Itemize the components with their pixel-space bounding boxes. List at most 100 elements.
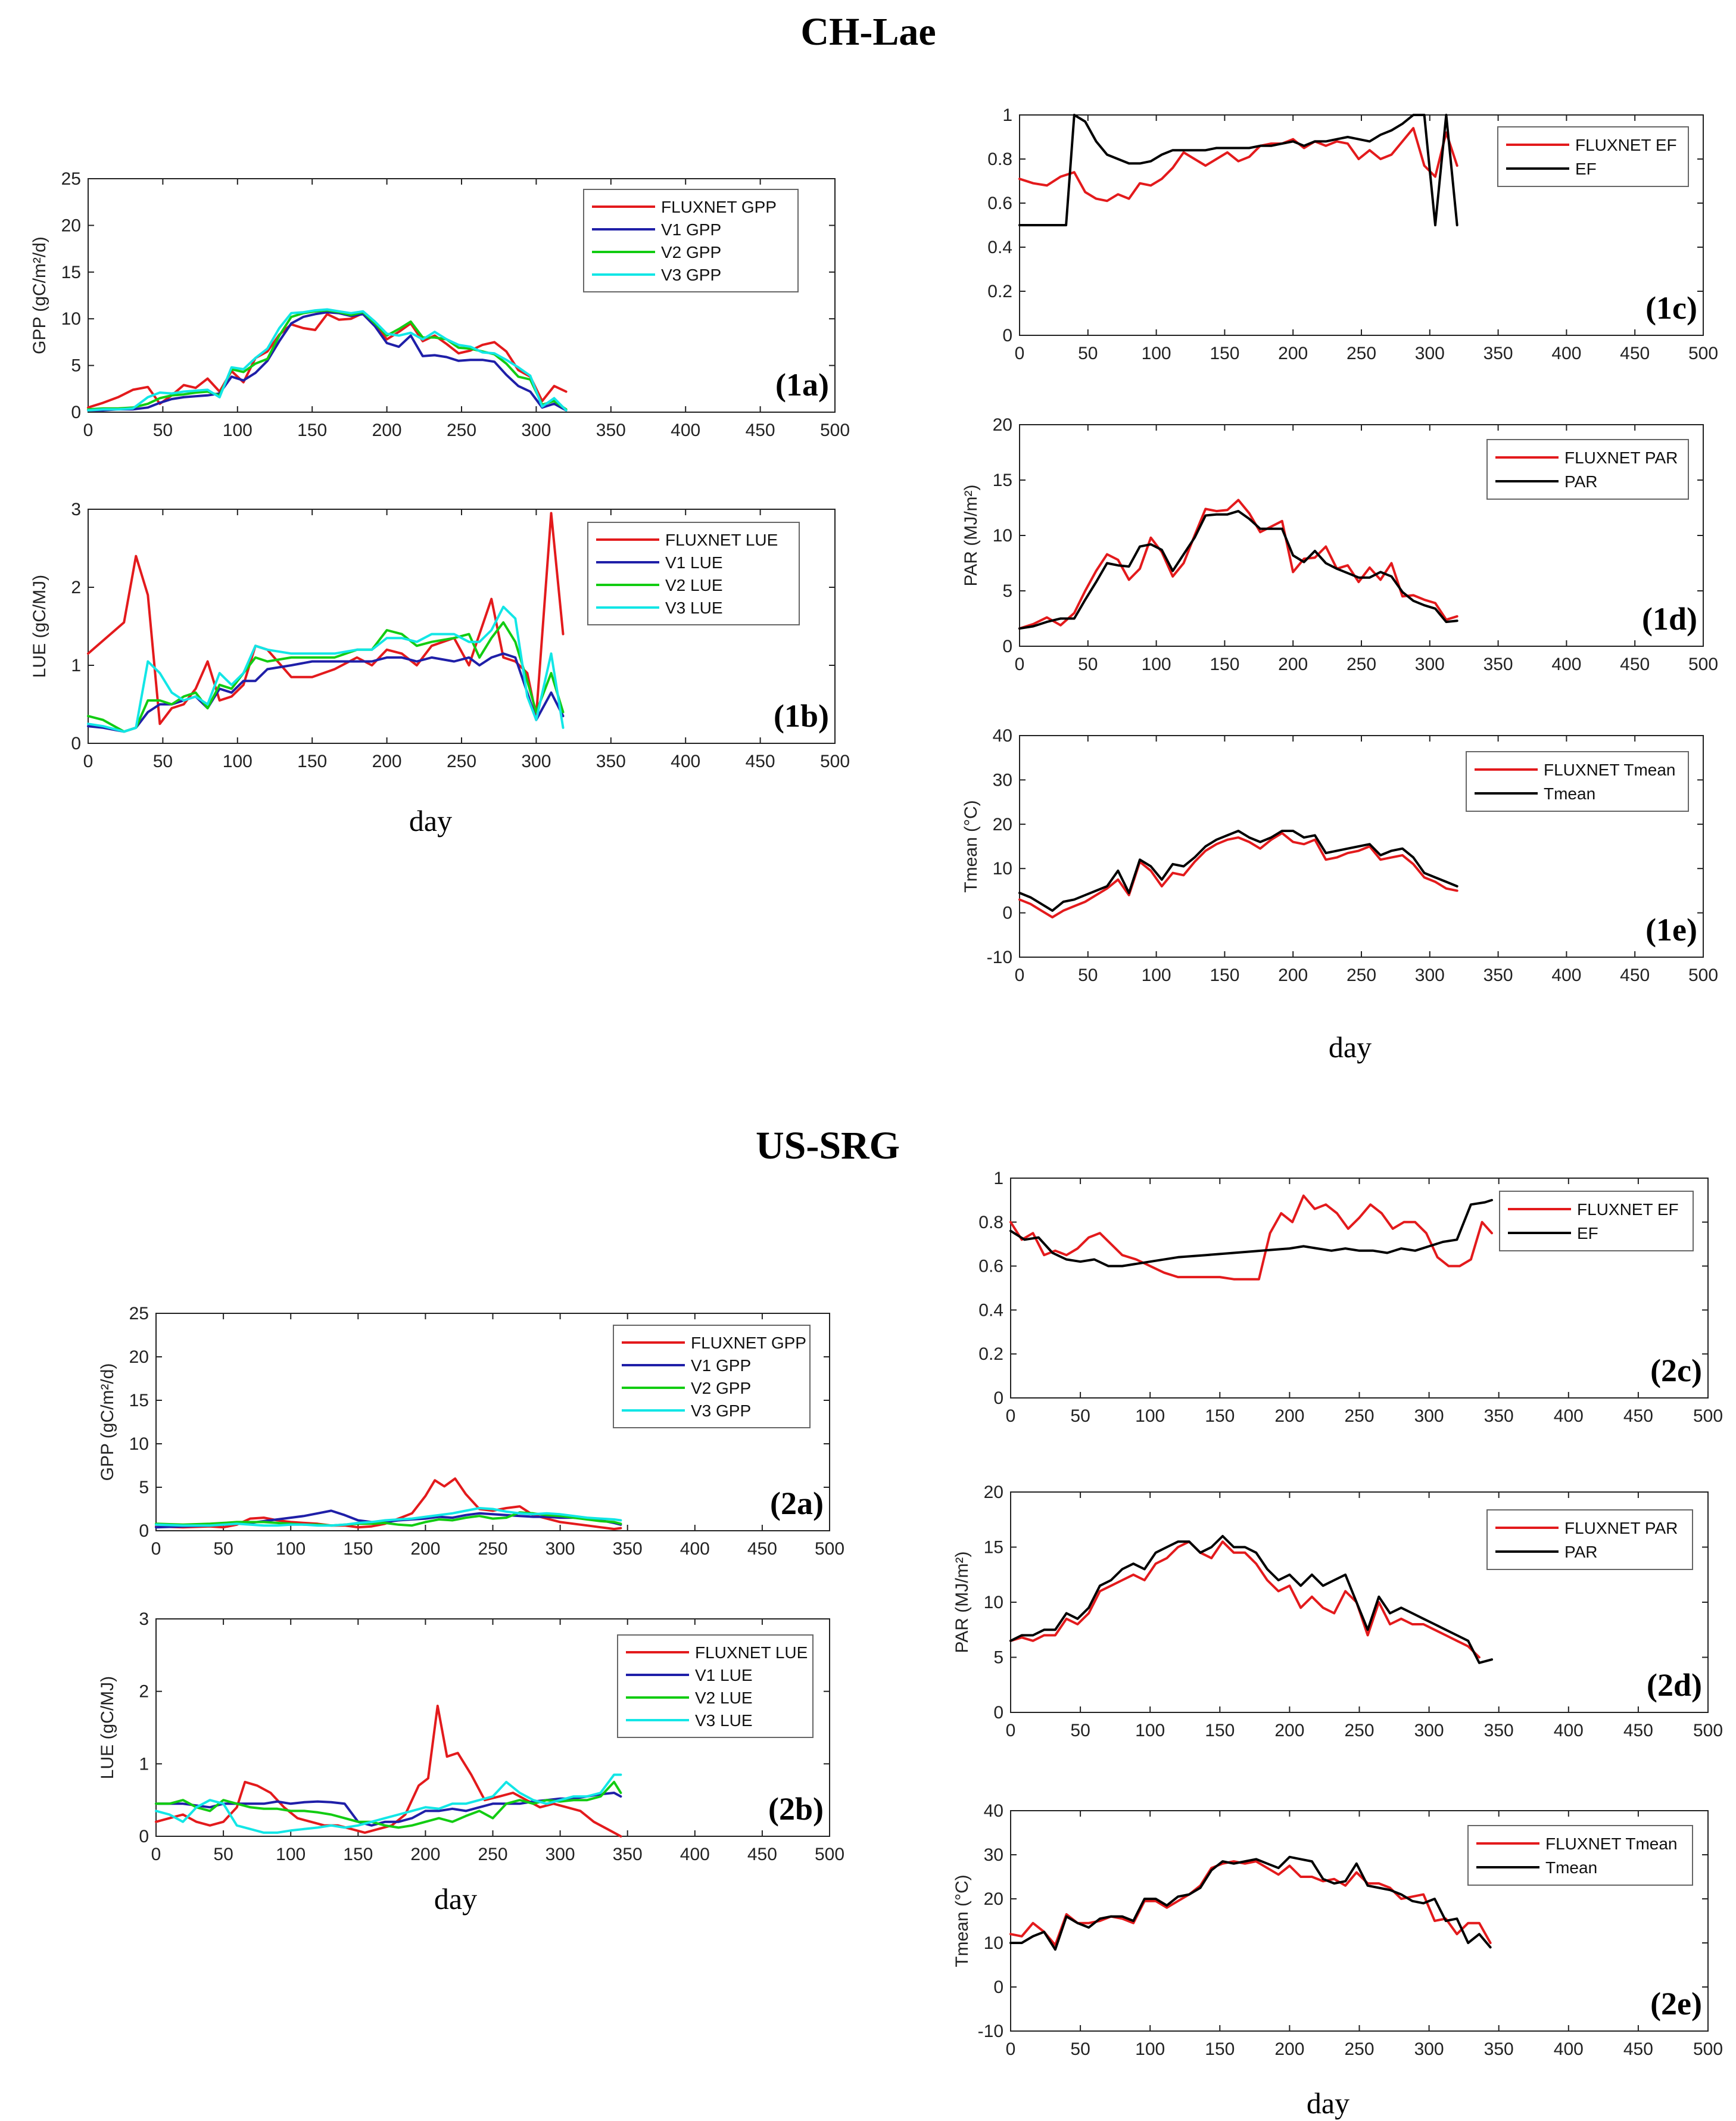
y-tick-label: 20: [61, 216, 81, 235]
x-tick-label: 150: [343, 1845, 373, 1864]
series-line-1e-1: [1018, 830, 1458, 912]
x-tick-label: 500: [1693, 1406, 1723, 1426]
y-tick-label: 0.4: [978, 1300, 1003, 1320]
legend-entry: EF: [1575, 160, 1597, 178]
series-line-1c-0: [1018, 127, 1458, 203]
legend-box: [1499, 1191, 1694, 1251]
x-tick-label: 400: [680, 1539, 710, 1559]
series-line-2d-0: [1009, 1540, 1481, 1659]
y-axis-label-1b: LUE (gC/MJ): [30, 575, 49, 678]
chart-1d: 0 50 100 150 200 250 300 350 400 450 500 0 5 10 15 20 PA…: [961, 415, 1718, 674]
x-tick-label: 200: [410, 1539, 440, 1559]
x-tick-label: 350: [1484, 1721, 1514, 1740]
panel-label-2d: (2d): [1647, 1667, 1702, 1703]
x-tick-label: 50: [1078, 655, 1098, 674]
y-tick-label: 0: [139, 1521, 149, 1541]
x-tick-label: 250: [447, 752, 476, 771]
series-line-1a-1: [87, 311, 568, 412]
x-tick-label: 200: [372, 421, 402, 440]
section-title-us-srg: US-SRG: [756, 1124, 900, 1167]
x-tick-label: 450: [746, 421, 775, 440]
legend-entry: FLUXNET EF: [1577, 1200, 1679, 1219]
panel-label-1d: (1d): [1642, 601, 1697, 637]
y-tick-label: 10: [61, 309, 81, 329]
section-title-ch-lae: CH-Lae: [800, 10, 936, 54]
x-tick-label: 350: [596, 752, 626, 771]
x-tick-label: 300: [521, 752, 551, 771]
x-tick-label: 100: [1142, 344, 1171, 363]
x-tick-label: 150: [297, 421, 327, 440]
x-tick-label: 200: [1278, 344, 1308, 363]
y-tick-label: 0: [71, 403, 81, 422]
x-tick-label: 150: [1205, 2039, 1235, 2059]
panel-label-2b: (2b): [768, 1791, 824, 1827]
x-tick-label: 250: [1347, 655, 1376, 674]
legend-entry: PAR: [1564, 1543, 1598, 1561]
panels: 0 50 100 150 200 250 300 350 400 450 5000510152025…: [30, 105, 1723, 2059]
x-tick-label: 500: [1688, 344, 1718, 363]
x-tick-label: 450: [1620, 655, 1650, 674]
y-tick-label: 20: [984, 1889, 1003, 1909]
legend-2c: FLUXNET EF EF: [1499, 1191, 1694, 1251]
x-tick-label: 450: [1623, 2039, 1653, 2059]
chart-2c: 0 50 100 150 200 250 300 350 400 450 500 0 0.2 0.4 0.6…: [978, 1169, 1723, 1426]
x-tick-label: 350: [1484, 2039, 1514, 2059]
x-tick-label: 0: [1006, 2039, 1016, 2059]
x-tick-label: 150: [297, 752, 327, 771]
legend-entry: PAR: [1564, 472, 1598, 491]
y-tick-label: -10: [987, 948, 1012, 967]
y-tick-label: 0: [1002, 904, 1012, 923]
y-tick-label: 15: [984, 1538, 1003, 1558]
x-tick-label: 150: [1210, 965, 1239, 985]
x-tick-label: 200: [1278, 655, 1308, 674]
x-tick-label: 100: [1142, 965, 1171, 985]
x-tick-label: 0: [83, 421, 93, 440]
chart-1a: 0 50 100 150 200 250 300 350 400 450 500 0 5 10 15 20 25…: [30, 169, 850, 440]
legend-entry: V1 LUE: [665, 553, 723, 572]
legend-entry: V1 GPP: [661, 220, 721, 239]
x-tick-label: 0: [1015, 655, 1025, 674]
x-tick-label: 350: [1483, 965, 1513, 985]
legend-entry: FLUXNET LUE: [695, 1643, 808, 1662]
x-axis-label-2e: day: [1307, 2086, 1349, 2120]
legend-box: [1497, 126, 1689, 187]
x-tick-label: 400: [1551, 655, 1581, 674]
y-tick-label: 10: [984, 1593, 1003, 1612]
chart-2a: 0 50 100 150 200 250 300 350 400 450 500 0 5 10 15 20 25…: [98, 1304, 844, 1559]
x-tick-label: 300: [546, 1845, 575, 1864]
legend-entry: Tmean: [1544, 784, 1595, 803]
x-tick-label: 250: [1344, 2039, 1374, 2059]
legend-entry: FLUXNET Tmean: [1544, 761, 1675, 779]
y-tick-label: 25: [61, 169, 81, 189]
chart-2e: 0 50 100 150 200 250 300 350 400 450 500-100102030…: [952, 1801, 1723, 2059]
x-axis-label-1b: day: [409, 804, 452, 837]
y-tick-label: 3: [71, 500, 81, 519]
x-tick-label: 400: [1554, 1721, 1584, 1740]
legend-entry: V3 LUE: [665, 599, 723, 617]
series-line-2e-1: [1009, 1855, 1492, 1951]
x-tick-label: 400: [671, 421, 700, 440]
y-tick-label: 1: [1002, 105, 1012, 125]
legend-entry: Tmean: [1545, 1858, 1597, 1877]
y-tick-label: 0: [1002, 326, 1012, 345]
x-tick-label: 300: [1414, 1721, 1444, 1740]
x-tick-label: 300: [1414, 2039, 1444, 2059]
series-line-2d-1: [1009, 1535, 1493, 1664]
y-tick-label: 15: [993, 471, 1012, 490]
x-tick-label: 450: [1623, 1721, 1653, 1740]
panel-label-1b: (1b): [774, 698, 829, 734]
y-tick-label: 0.8: [987, 150, 1012, 169]
y-axis-label-2b: LUE (gC/MJ): [98, 1676, 117, 1779]
panel-label-2c: (2c): [1650, 1353, 1702, 1388]
legend-1b: FLUXNET LUE V1 LUE V2 LUE V3 LUE: [587, 522, 800, 625]
x-tick-label: 50: [1070, 1406, 1090, 1426]
x-tick-label: 250: [1347, 344, 1376, 363]
series-line-1b-3: [87, 605, 565, 733]
x-tick-label: 450: [747, 1845, 777, 1864]
series-line-2c-0: [1009, 1194, 1493, 1281]
y-tick-label: 40: [984, 1801, 1003, 1821]
y-tick-label: 10: [993, 526, 1012, 546]
x-tick-label: 400: [1554, 1406, 1584, 1426]
x-tick-label: 500: [1693, 1721, 1723, 1740]
